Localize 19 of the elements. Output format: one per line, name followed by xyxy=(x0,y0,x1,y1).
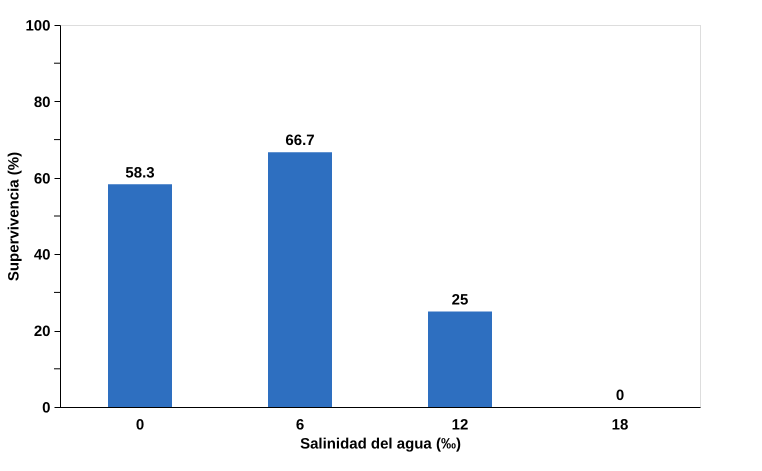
y-tick-label: 20 xyxy=(34,323,50,340)
bar xyxy=(108,184,172,407)
y-tick-label: 80 xyxy=(34,94,50,111)
bar xyxy=(428,312,492,407)
data-label: 66.7 xyxy=(285,132,315,150)
data-label: 58.3 xyxy=(125,164,155,182)
y-tick-label: 60 xyxy=(34,170,50,188)
bar xyxy=(268,152,332,407)
y-axis-title: Supervivencia (%) xyxy=(5,152,22,282)
x-tick-label: 0 xyxy=(136,416,144,434)
x-axis-title: Salinidad del agua (‰) xyxy=(300,436,461,452)
y-tick-label: 100 xyxy=(25,18,50,34)
x-tick-label: 18 xyxy=(612,416,628,434)
y-tick-label: 0 xyxy=(42,400,50,416)
data-label: 25 xyxy=(452,292,468,308)
x-tick-label: 6 xyxy=(296,416,304,434)
y-tick-label: 40 xyxy=(34,246,50,264)
data-label: 0 xyxy=(616,387,624,404)
x-tick-label: 12 xyxy=(452,416,468,434)
